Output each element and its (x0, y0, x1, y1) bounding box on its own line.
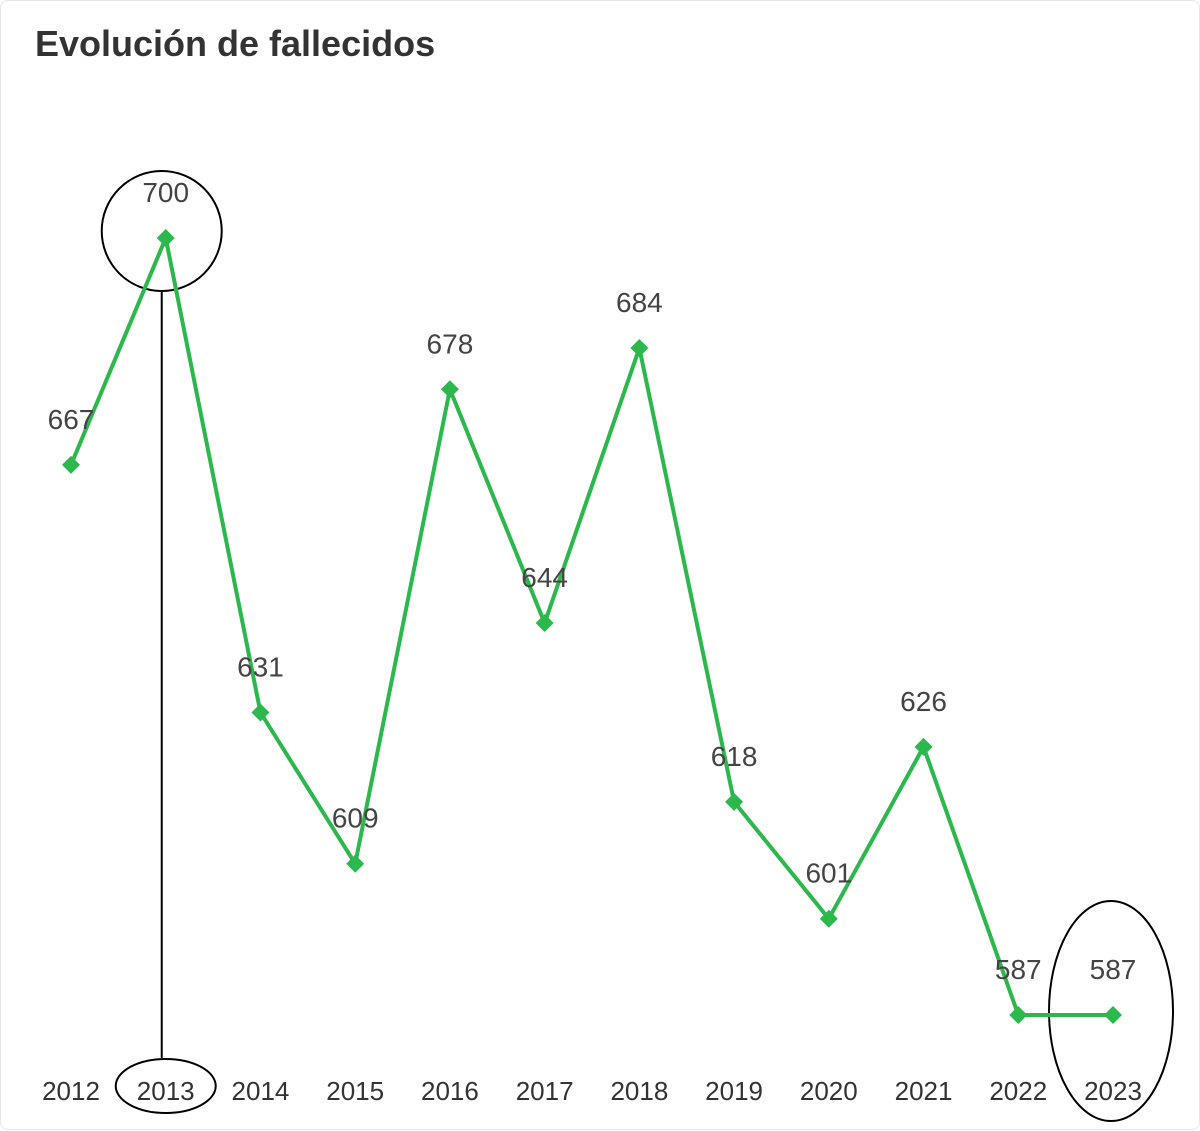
annotation-ellipse-tick (114, 1058, 217, 1114)
data-point-2015 (346, 854, 365, 873)
x-tick-2016: 2016 (421, 1076, 479, 1106)
data-point-2022 (1009, 1006, 1028, 1024)
data-label-2013: 700 (142, 177, 189, 208)
x-tick-2018: 2018 (610, 1076, 668, 1106)
data-point-2020 (819, 909, 838, 928)
data-label-2012: 667 (48, 404, 95, 435)
data-label-2021: 626 (900, 686, 947, 717)
data-label-2019: 618 (711, 741, 758, 772)
series-line (69, 236, 1113, 1017)
data-label-2014: 631 (237, 651, 284, 682)
x-tick-2022: 2022 (989, 1076, 1047, 1106)
data-label-2017: 644 (521, 562, 568, 593)
data-point-2023 (1104, 1006, 1122, 1024)
data-label-2015: 609 (332, 803, 379, 834)
x-tick-2023: 2023 (1084, 1076, 1142, 1106)
x-tick-2021: 2021 (895, 1076, 953, 1106)
x-tick-2019: 2019 (705, 1076, 763, 1106)
x-tick-2017: 2017 (516, 1076, 574, 1106)
data-point-2017 (535, 614, 554, 633)
data-label-2023: 587 (1090, 954, 1137, 985)
data-point-2014 (251, 703, 270, 722)
x-tick-2020: 2020 (800, 1076, 858, 1106)
data-point-2012 (62, 455, 80, 474)
chart-title: Evolución de fallecidos (35, 23, 436, 64)
data-point-2019 (725, 792, 744, 811)
annotation-ellipse-last (1048, 900, 1174, 1122)
data-label-2018: 684 (616, 287, 663, 318)
data-label-2022: 587 (995, 954, 1042, 985)
data-label-2020: 601 (805, 858, 852, 889)
data-point-2018 (630, 339, 649, 358)
data-point-2016 (440, 380, 459, 399)
x-tick-2013: 2013 (137, 1076, 195, 1106)
data-point-2021 (914, 737, 933, 756)
x-tick-2012: 2012 (42, 1076, 100, 1106)
data-point-2013 (156, 229, 175, 247)
x-tick-2015: 2015 (326, 1076, 384, 1106)
data-label-2016: 678 (427, 328, 474, 359)
x-tick-2014: 2014 (232, 1076, 290, 1106)
annotation-ellipse-peak (100, 170, 223, 292)
